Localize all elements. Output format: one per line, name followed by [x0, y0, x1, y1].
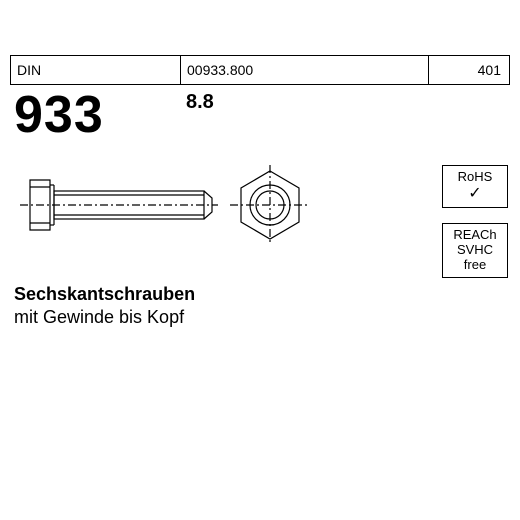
datasheet: DIN 00933.800 401 933 8.8: [0, 0, 520, 520]
content-frame: DIN 00933.800 401 933 8.8: [10, 55, 510, 445]
header-part-number: 00933.800: [181, 56, 429, 84]
reach-badge: REACh SVHC free: [442, 223, 508, 278]
strength-grade: 8.8: [186, 91, 214, 114]
description: Sechskantschrauben mit Gewinde bis Kopf: [14, 283, 195, 330]
header-standard: DIN: [11, 56, 181, 84]
header-row: DIN 00933.800 401: [10, 55, 510, 85]
reach-line3: free: [443, 258, 507, 273]
rohs-label: RoHS: [443, 170, 507, 185]
standard-number: 933: [14, 85, 104, 145]
rohs-badge: RoHS ✓: [442, 165, 508, 208]
reach-line2: SVHC: [443, 243, 507, 258]
header-code: 401: [429, 56, 509, 84]
bolt-drawing: [20, 145, 320, 265]
description-line2: mit Gewinde bis Kopf: [14, 306, 195, 329]
reach-line1: REACh: [443, 228, 507, 243]
description-line1: Sechskantschrauben: [14, 283, 195, 306]
check-icon: ✓: [443, 185, 507, 203]
